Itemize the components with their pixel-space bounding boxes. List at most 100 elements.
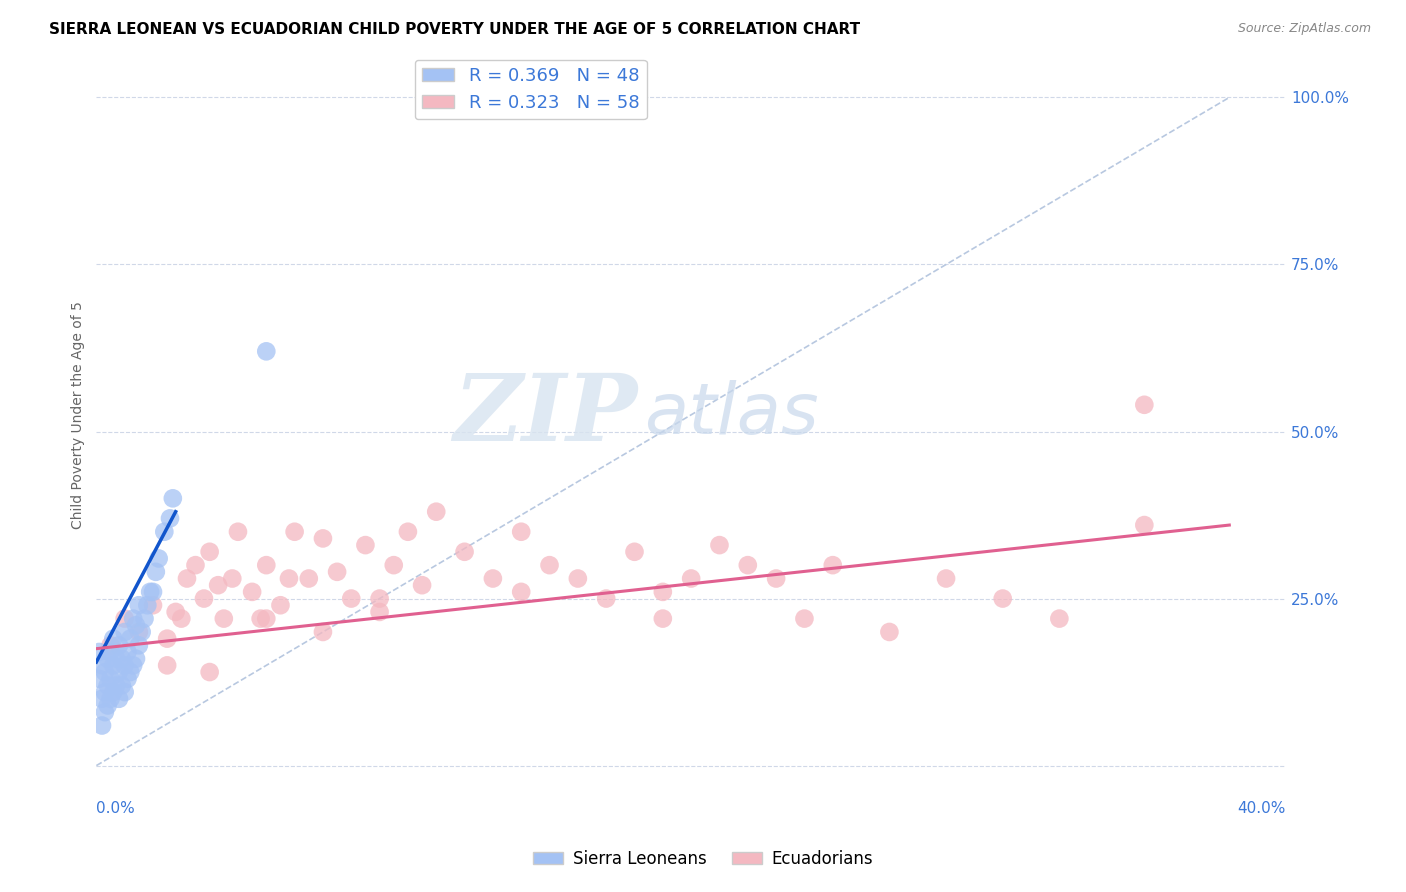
Point	[354, 538, 377, 552]
Point	[709, 538, 731, 552]
Point	[105, 678, 128, 692]
Point	[128, 624, 150, 639]
Y-axis label: Child Poverty Under the Age of 5: Child Poverty Under the Age of 5	[72, 301, 86, 529]
Point	[100, 691, 122, 706]
Legend: Sierra Leoneans, Ecuadorians: Sierra Leoneans, Ecuadorians	[526, 844, 880, 875]
Point	[382, 558, 405, 573]
Point	[198, 665, 221, 679]
Point	[595, 591, 617, 606]
Point	[94, 685, 117, 699]
Point	[128, 638, 150, 652]
Point	[538, 558, 561, 573]
Text: ZIP: ZIP	[453, 370, 638, 459]
Point	[567, 572, 589, 586]
Point	[97, 651, 120, 665]
Point	[368, 605, 391, 619]
Point	[198, 545, 221, 559]
Point	[165, 605, 187, 619]
Point	[122, 611, 145, 625]
Point	[97, 698, 120, 713]
Point	[651, 611, 673, 625]
Point	[651, 585, 673, 599]
Text: 40.0%: 40.0%	[1237, 801, 1286, 816]
Point	[153, 524, 176, 539]
Text: SIERRA LEONEAN VS ECUADORIAN CHILD POVERTY UNDER THE AGE OF 5 CORRELATION CHART: SIERRA LEONEAN VS ECUADORIAN CHILD POVER…	[49, 22, 860, 37]
Point	[108, 665, 131, 679]
Point	[737, 558, 759, 573]
Point	[312, 532, 335, 546]
Point	[162, 491, 184, 506]
Point	[170, 611, 193, 625]
Point	[105, 651, 128, 665]
Point	[793, 611, 815, 625]
Point	[1047, 611, 1070, 625]
Point	[312, 624, 335, 639]
Point	[103, 632, 125, 646]
Point	[821, 558, 844, 573]
Point	[623, 545, 645, 559]
Point	[134, 611, 156, 625]
Point	[100, 672, 122, 686]
Point	[120, 632, 142, 646]
Text: 0.0%: 0.0%	[97, 801, 135, 816]
Point	[94, 665, 117, 679]
Point	[284, 524, 307, 539]
Point	[97, 678, 120, 692]
Point	[184, 558, 207, 573]
Point	[117, 672, 139, 686]
Point	[100, 638, 122, 652]
Point	[879, 624, 901, 639]
Point	[145, 565, 167, 579]
Point	[156, 658, 179, 673]
Point	[482, 572, 505, 586]
Point	[1133, 518, 1156, 533]
Point	[765, 572, 787, 586]
Point	[396, 524, 419, 539]
Point	[142, 585, 165, 599]
Point	[114, 624, 136, 639]
Text: atlas: atlas	[644, 380, 818, 450]
Point	[103, 685, 125, 699]
Legend: R = 0.369   N = 48, R = 0.323   N = 58: R = 0.369 N = 48, R = 0.323 N = 58	[415, 60, 647, 120]
Point	[298, 572, 321, 586]
Point	[94, 705, 117, 719]
Point	[193, 591, 215, 606]
Point	[1133, 398, 1156, 412]
Point	[681, 572, 703, 586]
Point	[510, 524, 533, 539]
Text: Source: ZipAtlas.com: Source: ZipAtlas.com	[1237, 22, 1371, 36]
Point	[278, 572, 301, 586]
Point	[425, 505, 447, 519]
Point	[122, 658, 145, 673]
Point	[156, 632, 179, 646]
Point	[159, 511, 181, 525]
Point	[249, 611, 271, 625]
Point	[510, 585, 533, 599]
Point	[142, 599, 165, 613]
Point	[91, 718, 114, 732]
Point	[935, 572, 957, 586]
Point	[89, 672, 111, 686]
Point	[117, 645, 139, 659]
Point	[340, 591, 363, 606]
Point	[368, 591, 391, 606]
Point	[120, 665, 142, 679]
Point	[139, 585, 162, 599]
Point	[212, 611, 235, 625]
Point	[269, 599, 291, 613]
Point	[100, 645, 122, 659]
Point	[240, 585, 263, 599]
Point	[254, 344, 277, 359]
Point	[125, 618, 148, 632]
Point	[91, 658, 114, 673]
Point	[111, 678, 134, 692]
Point	[221, 572, 243, 586]
Point	[176, 572, 198, 586]
Point	[411, 578, 433, 592]
Point	[111, 651, 134, 665]
Point	[254, 611, 277, 625]
Point	[114, 611, 136, 625]
Point	[148, 551, 170, 566]
Point	[114, 658, 136, 673]
Point	[991, 591, 1014, 606]
